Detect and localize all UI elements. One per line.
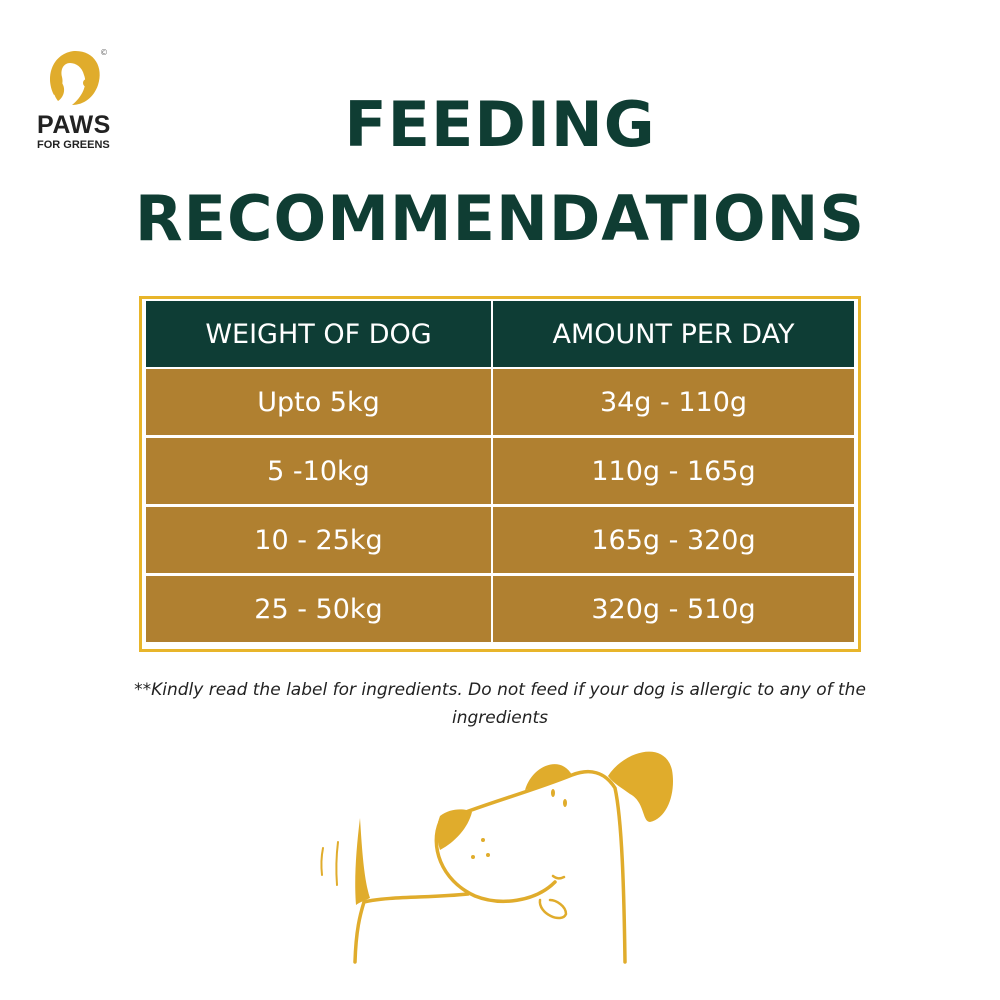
amount-cell: 34g - 110g (493, 369, 854, 435)
table-row: 25 - 50kg 320g - 510g (146, 576, 854, 642)
dog-head-logo-icon: © (50, 48, 108, 105)
trademark-mark: © (100, 48, 108, 57)
note-line1: **Kindly read the label for ingredients.… (134, 680, 866, 700)
table-row: 5 -10kg 110g - 165g (146, 438, 854, 504)
feeding-table: WEIGHT OF DOG AMOUNT PER DAY Upto 5kg 34… (139, 296, 861, 652)
amount-cell: 320g - 510g (493, 576, 854, 642)
amount-cell: 165g - 320g (493, 507, 854, 573)
brand-tagline: FOR GREENS (37, 139, 110, 151)
amount-cell: 110g - 165g (493, 438, 854, 504)
table-row: 10 - 25kg 165g - 320g (146, 507, 854, 573)
header-amount: AMOUNT PER DAY (493, 301, 854, 367)
weight-cell: 25 - 50kg (146, 576, 491, 642)
allergy-note: **Kindly read the label for ingredients.… (0, 676, 1000, 732)
table-row: Upto 5kg 34g - 110g (146, 369, 854, 435)
weight-cell: 5 -10kg (146, 438, 491, 504)
table-header-row: WEIGHT OF DOG AMOUNT PER DAY (146, 301, 854, 367)
page-title-line2: RECOMMENDATIONS (134, 182, 866, 255)
page-title-line1: FEEDING (344, 88, 656, 161)
weight-cell: Upto 5kg (146, 369, 491, 435)
weight-cell: 10 - 25kg (146, 507, 491, 573)
note-line2: ingredients (451, 708, 548, 728)
dog-illustration-icon (320, 751, 674, 964)
brand-name: PAWS (37, 111, 111, 139)
brand-logo: © PAWS FOR GREENS (30, 45, 130, 155)
header-weight: WEIGHT OF DOG (146, 301, 491, 367)
